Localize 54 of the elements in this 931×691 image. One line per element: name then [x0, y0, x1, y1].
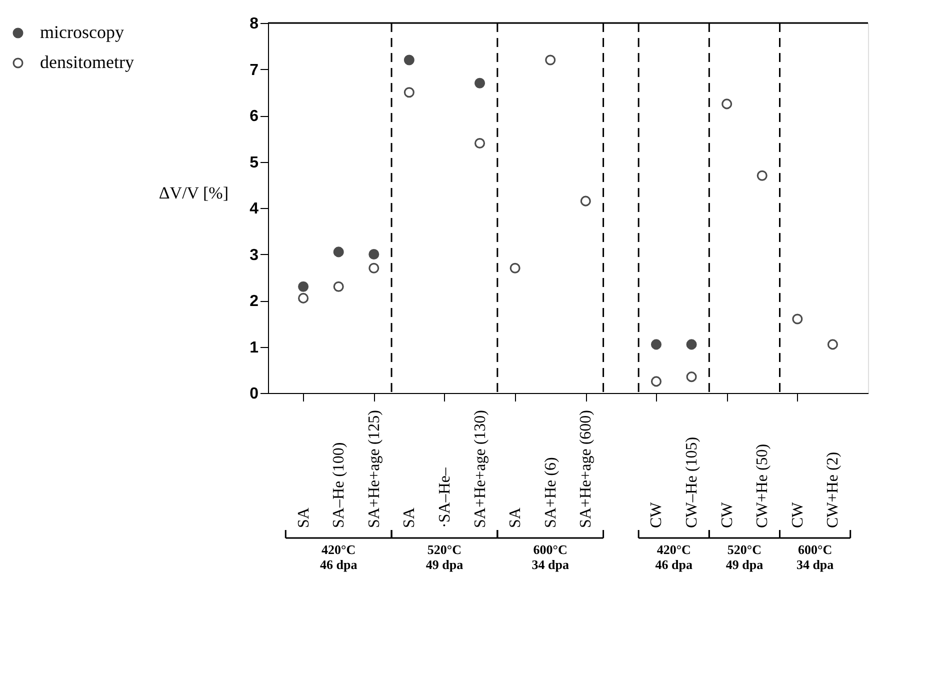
- point: [686, 372, 697, 382]
- x-tick-label: CW–He (105): [684, 436, 701, 528]
- y-tick-label: 8: [250, 16, 259, 32]
- point: [686, 339, 697, 350]
- text: 520°C 49 dpa: [726, 542, 764, 572]
- x-tick-label: CW: [789, 501, 806, 528]
- x-tick-label: SA+He (6): [542, 457, 560, 528]
- x-tick-label: SA+He+age (600): [578, 410, 595, 528]
- x-tick-label: ·SA–He–: [436, 466, 454, 528]
- point: [298, 292, 309, 304]
- point: [827, 339, 838, 350]
- point: [545, 54, 556, 66]
- point: [510, 262, 520, 274]
- x-tick-label: CW+He (50): [754, 444, 772, 528]
- point: [474, 78, 486, 88]
- legend-label: microscopy: [40, 22, 124, 42]
- point: [580, 196, 591, 206]
- legend-label: densitometry: [40, 52, 134, 72]
- y-tick-label: 0: [250, 386, 259, 402]
- point: [333, 281, 344, 292]
- y-tick-label: 4: [250, 200, 259, 218]
- text: 420°C 46 dpa: [320, 542, 358, 572]
- y-tick-label: 7: [250, 62, 259, 79]
- y-tick-label: 3: [250, 246, 259, 264]
- x-tick-label: CW: [718, 501, 736, 528]
- point: [368, 248, 380, 260]
- point: [404, 54, 414, 66]
- x-tick-label: SA+He+age (130): [472, 410, 489, 528]
- x-tick-label: CW+He (2): [824, 452, 842, 528]
- point: [298, 281, 309, 292]
- point: [404, 87, 414, 98]
- x-tick-label: SA: [401, 507, 418, 528]
- x-tick-label: SA–He (100): [330, 442, 348, 528]
- y-tick-label: 6: [250, 108, 259, 125]
- point: [474, 138, 486, 149]
- text: 520°C 49 dpa: [426, 542, 464, 572]
- text: 600°C 34 dpa: [796, 542, 834, 572]
- x-tick-label: CW: [648, 501, 666, 528]
- point: [722, 98, 732, 110]
- y-tick-label: 5: [250, 154, 259, 172]
- text: 600°C 34 dpa: [532, 542, 570, 572]
- y-axis-title: ΔV/V [%]: [158, 184, 228, 203]
- point: [650, 376, 662, 387]
- point: [650, 339, 662, 350]
- x-tick-label: SA+He+age (125): [366, 410, 383, 528]
- point: [756, 170, 768, 181]
- x-tick-label: SA: [295, 507, 312, 528]
- text: 420°C 46 dpa: [655, 542, 693, 572]
- y-tick-label: 1: [250, 339, 259, 356]
- point: [333, 246, 344, 258]
- point: [792, 314, 803, 324]
- y-tick-label: 2: [250, 293, 259, 310]
- x-tick-label: SA: [507, 507, 524, 528]
- point: [368, 262, 380, 274]
